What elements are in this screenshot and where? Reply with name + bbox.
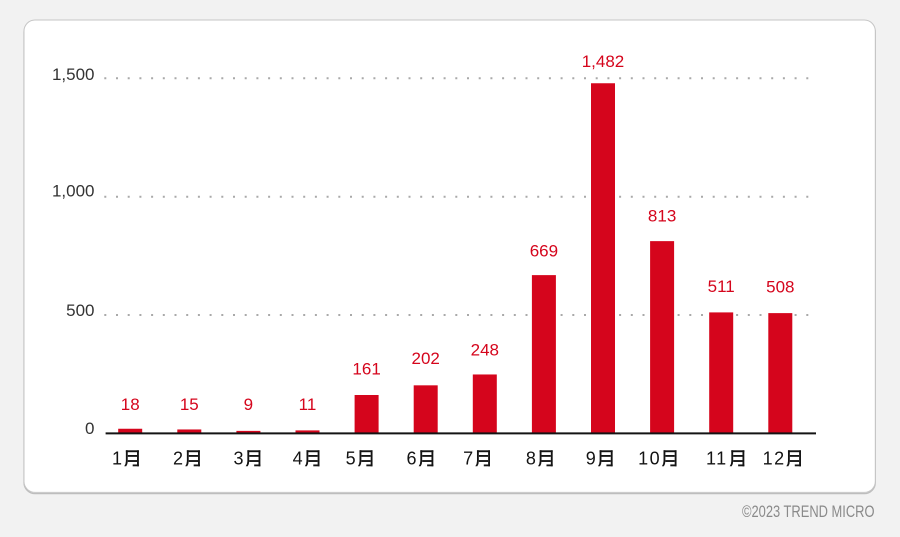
svg-text:7: 7 (463, 448, 475, 468)
svg-text:500: 500 (66, 301, 94, 320)
svg-text:1,482: 1,482 (582, 52, 625, 71)
svg-text:10: 10 (638, 448, 661, 468)
svg-text:©2023 TREND MICRO: ©2023 TREND MICRO (742, 503, 875, 521)
svg-text:15: 15 (180, 395, 199, 414)
svg-text:511: 511 (708, 277, 735, 296)
svg-text:8: 8 (526, 448, 538, 468)
svg-text:18: 18 (121, 395, 140, 414)
svg-text:9: 9 (586, 448, 598, 468)
svg-text:9: 9 (244, 395, 253, 414)
svg-text:6: 6 (406, 448, 418, 468)
svg-text:0: 0 (85, 419, 94, 438)
svg-text:669: 669 (530, 242, 558, 261)
svg-text:1,000: 1,000 (52, 182, 95, 201)
svg-text:248: 248 (471, 341, 499, 360)
svg-text:11: 11 (706, 448, 728, 468)
svg-text:161: 161 (352, 360, 380, 379)
svg-text:4: 4 (293, 448, 305, 468)
svg-text:202: 202 (412, 349, 440, 368)
svg-text:1,500: 1,500 (52, 65, 95, 84)
svg-text:1: 1 (112, 448, 124, 468)
svg-text:5: 5 (346, 448, 358, 468)
svg-text:11: 11 (299, 395, 317, 414)
svg-text:2: 2 (173, 448, 185, 468)
svg-text:3: 3 (234, 448, 246, 468)
svg-text:508: 508 (766, 278, 794, 297)
svg-text:813: 813 (648, 207, 676, 226)
svg-text:12: 12 (763, 448, 786, 468)
